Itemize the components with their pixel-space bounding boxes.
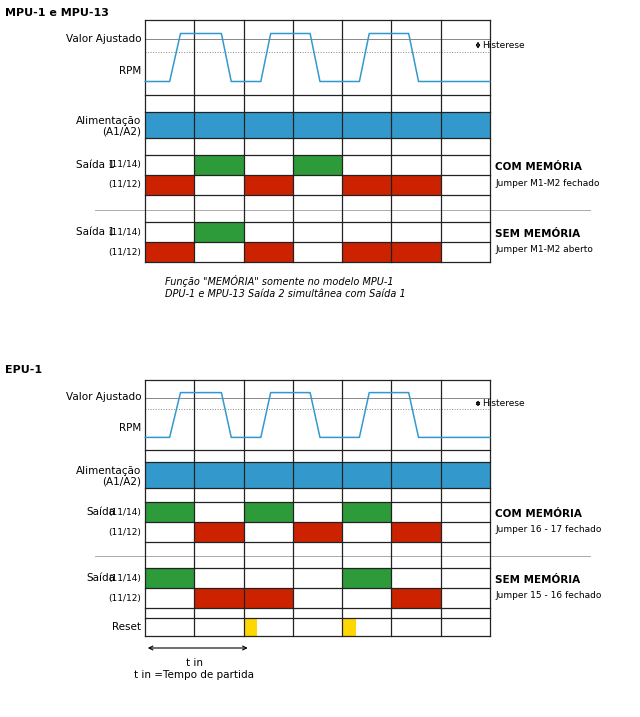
Bar [392,175,441,195]
Text: Saída: Saída [86,573,115,583]
Bar [293,155,342,175]
Text: (A1/A2): (A1/A2) [102,126,141,136]
Text: Reset: Reset [112,622,141,632]
Text: Saída 1: Saída 1 [76,160,115,170]
Text: (A1/A2): (A1/A2) [102,476,141,486]
Text: Alimentação: Alimentação [76,116,141,126]
Text: COM MEMÓRIA: COM MEMÓRIA [495,509,582,519]
Bar [342,242,441,262]
Bar [342,568,392,588]
Bar [392,588,441,608]
Bar [145,502,195,522]
Text: Histerese: Histerese [482,41,525,49]
Bar [293,522,342,542]
Text: Valor Ajustado: Valor Ajustado [65,392,141,402]
Bar [244,242,293,262]
Bar [145,175,195,195]
Bar [392,522,441,542]
Text: Jumper 15 - 16 fechado: Jumper 15 - 16 fechado [495,592,602,601]
Text: Saída 1: Saída 1 [76,227,115,237]
Text: DPU-1 e MPU-13 Saída 2 simultânea com Saída 1: DPU-1 e MPU-13 Saída 2 simultânea com Sa… [165,289,406,299]
Bar [244,618,257,636]
Text: Jumper M1-M2 fechado: Jumper M1-M2 fechado [495,179,600,188]
Text: Jumper 16 - 17 fechado: Jumper 16 - 17 fechado [495,526,602,534]
Text: (11/14): (11/14) [108,508,141,516]
Text: (11/14): (11/14) [108,574,141,582]
Text: Saída: Saída [86,507,115,517]
Bar [195,522,244,542]
Text: (11/12): (11/12) [108,528,141,536]
Bar [342,175,392,195]
Bar [145,242,195,262]
Text: (11/14): (11/14) [108,161,141,169]
Text: Jumper M1-M2 aberto: Jumper M1-M2 aberto [495,245,593,255]
Text: MPU-1 e MPU-13: MPU-1 e MPU-13 [5,8,109,18]
Bar [244,175,293,195]
Bar [342,618,356,636]
Bar [195,222,244,242]
Text: SEM MEMÓRIA: SEM MEMÓRIA [495,229,580,239]
Text: (11/12): (11/12) [108,181,141,189]
Text: (11/12): (11/12) [108,247,141,257]
Bar [195,155,244,175]
Bar [244,502,293,522]
Bar [145,112,490,138]
Bar [145,462,490,488]
Bar [145,568,195,588]
Text: (11/12): (11/12) [108,594,141,602]
Text: Função "MEMÓRIA" somente no modelo MPU-1: Função "MEMÓRIA" somente no modelo MPU-1 [165,275,394,287]
Text: (11/14): (11/14) [108,227,141,237]
Text: Valor Ajustado: Valor Ajustado [65,34,141,44]
Text: RPM: RPM [119,66,141,76]
Text: Histerese: Histerese [482,399,525,408]
Bar [195,588,293,608]
Text: t in =Tempo de partida: t in =Tempo de partida [134,670,254,680]
Bar [342,502,392,522]
Text: EPU-1: EPU-1 [5,365,42,375]
Text: SEM MEMÓRIA: SEM MEMÓRIA [495,575,580,585]
Text: Alimentação: Alimentação [76,466,141,476]
Text: t in: t in [186,658,203,668]
Text: RPM: RPM [119,422,141,432]
Text: COM MEMÓRIA: COM MEMÓRIA [495,162,582,172]
